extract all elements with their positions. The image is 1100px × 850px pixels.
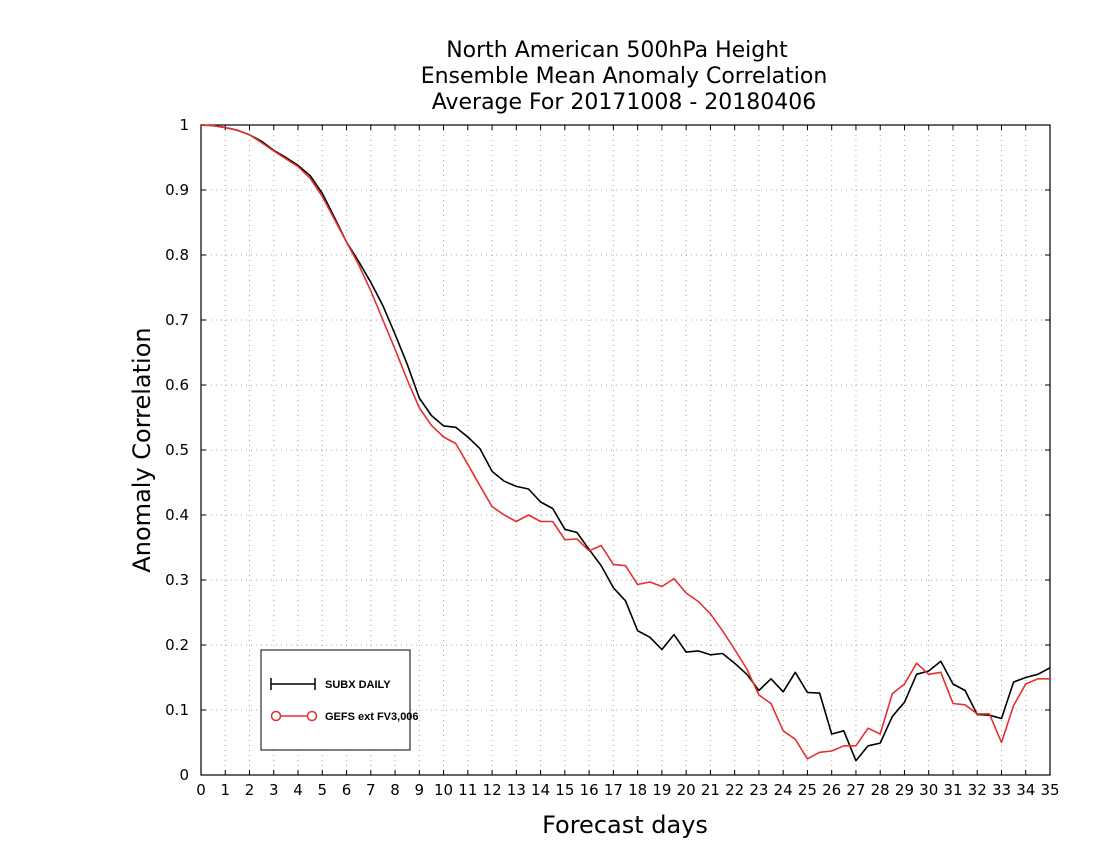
x-tick-label: 19 [652,781,671,799]
x-tick-label: 14 [531,781,550,799]
x-tick-label: 9 [415,781,425,799]
y-tick-label: 0.5 [165,441,189,459]
x-tick-label: 21 [701,781,720,799]
y-tick-label: 0.4 [165,506,189,524]
x-tick-label: 27 [846,781,865,799]
x-tick-label: 32 [968,781,987,799]
x-tick-label: 6 [342,781,352,799]
title-line-1: North American 500hPa Height [446,38,788,63]
x-tick-label: 5 [318,781,328,799]
grid [201,125,1050,775]
legend-circle-marker-icon [270,710,282,722]
y-tick-label: 1 [179,116,189,134]
legend-plus-marker-icon [270,678,316,690]
x-tick-label: 20 [677,781,696,799]
x-tick-label: 15 [555,781,574,799]
chart-title: North American 500hPa Height Ensemble Me… [421,38,828,115]
x-tick-label: 12 [483,781,502,799]
x-tick-label: 26 [822,781,841,799]
legend-box [260,649,411,751]
legend-entry-gefs: GEFS ext FV3,006 [270,710,419,723]
x-tick-label: 16 [580,781,599,799]
y-tick-label: 0.3 [165,571,189,589]
x-tick-label: 35 [1040,781,1059,799]
x-axis: 0 1 2 3 4 5 6 7 8 9 10 11 12 13 14 15 16 17 18 19 20 21 22 23 24… [196,125,1060,799]
x-tick-label: 8 [390,781,400,799]
y-tick-label: 0.6 [165,376,189,394]
y-tick-label: 0.1 [165,701,189,719]
x-tick-label: 0 [196,781,206,799]
legend-entry-subx: SUBX DAILY [270,678,391,691]
y-tick-label: 0.8 [165,246,189,264]
x-tick-label: 31 [943,781,962,799]
x-tick-label: 18 [628,781,647,799]
legend: SUBX DAILY GEFS ext FV3,006 [260,649,419,751]
x-tick-label: 4 [293,781,303,799]
x-tick-label: 28 [871,781,890,799]
series [200,124,1051,762]
x-tick-label: 25 [798,781,817,799]
x-tick-label: 17 [604,781,623,799]
x-tick-label: 13 [507,781,526,799]
x-tick-label: 2 [245,781,255,799]
x-tick-label: 24 [774,781,793,799]
x-tick-label: 3 [269,781,279,799]
x-tick-label: 29 [895,781,914,799]
legend-circle-marker-icon [306,710,318,722]
legend-label-gefs: GEFS ext FV3,006 [325,711,419,723]
x-tick-label: 1 [220,781,230,799]
x-tick-label: 7 [366,781,376,799]
x-tick-label: 23 [749,781,768,799]
title-line-3: Average For 20171008 - 20180406 [432,90,817,115]
x-tick-label: 11 [458,781,477,799]
x-tick-label: 10 [434,781,453,799]
y-tick-label: 0 [179,766,189,784]
title-line-2: Ensemble Mean Anomaly Correlation [421,64,828,89]
x-tick-label: 22 [725,781,744,799]
y-axis: 0 0.1 0.2 0.3 0.4 0.5 0.6 0.7 0.8 0.9 1 [165,116,1050,784]
x-tick-label: 30 [919,781,938,799]
y-tick-label: 0.7 [165,311,189,329]
y-tick-label: 0.2 [165,636,189,654]
x-tick-label: 33 [992,781,1011,799]
legend-label-subx: SUBX DAILY [325,679,391,691]
y-tick-label: 0.9 [165,181,189,199]
y-axis-label: Anomaly Correlation [128,327,156,572]
x-tick-label: 34 [1016,781,1035,799]
x-axis-label: Forecast days [542,811,708,839]
series-line-gefs-ext [200,124,1050,760]
